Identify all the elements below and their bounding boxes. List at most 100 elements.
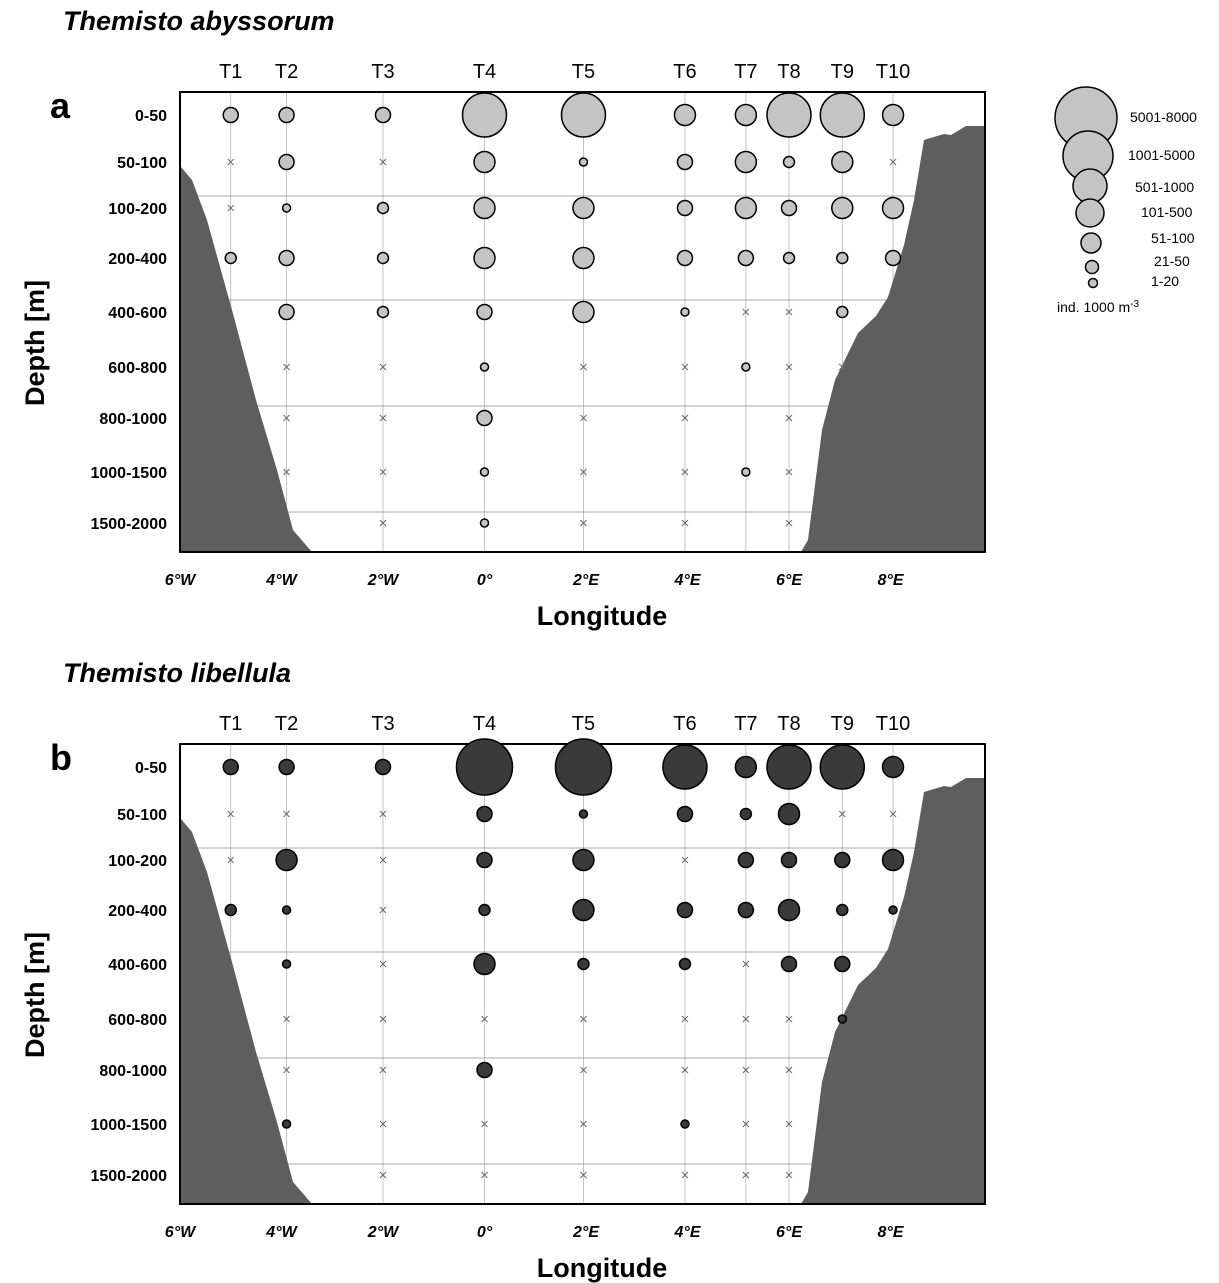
abundance-bubble — [676, 199, 694, 217]
abundance-bubble — [780, 199, 798, 217]
absent-marker-stroke — [785, 1120, 793, 1128]
abundance-bubble — [461, 92, 508, 138]
x-tick-label: 2°W — [367, 1224, 400, 1241]
absent-marker — [379, 856, 387, 864]
absent-marker-stroke — [580, 1120, 587, 1128]
abundance-bubble — [680, 307, 690, 317]
depth-label-50-100: 50-100 — [117, 155, 167, 172]
absent-marker-stroke — [283, 1015, 290, 1023]
x-tick-label: 4°E — [674, 572, 702, 589]
depth-label-800-1000: 800-1000 — [99, 411, 167, 428]
abundance-bubble — [782, 251, 796, 265]
x-tick-label: 6°E — [776, 572, 803, 589]
absent-marker — [283, 1066, 290, 1074]
absent-marker — [283, 468, 290, 476]
x-tick-label: 4°E — [674, 1224, 702, 1241]
abundance-bubble — [478, 903, 491, 917]
x-tick-label: 2°E — [572, 572, 600, 589]
absent-marker — [742, 1066, 750, 1074]
absent-marker — [742, 960, 750, 968]
absent-marker-stroke — [580, 1066, 587, 1074]
x-tick-label: 8°E — [878, 1224, 905, 1241]
abundance-bubble — [376, 201, 390, 215]
abundance-bubble — [476, 409, 493, 427]
bathymetry-west — [180, 167, 312, 552]
station-label-T3: T3 — [371, 61, 394, 83]
depth-label-400-600: 400-600 — [108, 957, 167, 974]
absent-marker — [742, 1015, 750, 1023]
abundance-bubble — [376, 305, 390, 319]
station-label-T10: T10 — [876, 61, 910, 83]
absent-marker-stroke — [681, 856, 689, 864]
absent-marker-stroke — [580, 468, 587, 476]
absent-marker-stroke — [283, 468, 290, 476]
absent-marker-stroke — [227, 810, 235, 818]
abundance-bubble — [278, 758, 295, 776]
legend-label: 501-1000 — [1135, 179, 1194, 195]
absent-marker — [785, 1015, 793, 1023]
absent-marker-stroke — [379, 363, 387, 371]
legend-label: 1-20 — [1151, 273, 1179, 289]
absent-marker-stroke — [580, 363, 587, 371]
abundance-bubble — [476, 303, 493, 321]
species-title: Themisto abyssorum — [63, 6, 335, 36]
abundance-bubble — [479, 518, 490, 528]
absent-marker-stroke — [481, 1120, 488, 1128]
panel-a: Themisto abyssorum a T1 T2 T3 T4 T5 T6 T7 T8 T9 T10… — [20, 6, 986, 631]
bathymetry-east — [801, 778, 985, 1204]
absent-marker — [379, 960, 387, 968]
abundance-bubble — [834, 851, 851, 869]
station-label-T8: T8 — [777, 713, 800, 735]
abundance-bubble — [676, 249, 694, 267]
absent-marker-stroke — [580, 519, 587, 527]
abundance-bubble — [455, 738, 514, 796]
absent-marker-stroke — [785, 1171, 793, 1179]
absent-marker-stroke — [283, 810, 290, 818]
abundance-bubble — [881, 755, 905, 779]
absent-marker — [379, 519, 387, 527]
absent-marker-stroke — [742, 308, 750, 316]
legend-label: 21-50 — [1154, 253, 1190, 269]
absent-marker-stroke — [379, 519, 387, 527]
legend-bubble — [1080, 232, 1102, 254]
abundance-bubble — [577, 957, 590, 971]
absent-marker — [227, 158, 235, 166]
abundance-bubble — [737, 249, 755, 267]
panel-b: Themisto libellula b T1 T2 T3 T4 T5 T6 T7 T8 T9 T10… — [20, 658, 986, 1283]
absent-marker — [681, 856, 689, 864]
abundance-bubble — [881, 103, 905, 127]
absent-marker — [785, 519, 793, 527]
absent-marker — [580, 414, 587, 422]
abundance-bubble — [676, 901, 694, 919]
absent-marker — [227, 810, 235, 818]
absent-marker-stroke — [742, 1171, 750, 1179]
absent-marker — [580, 363, 587, 371]
abundance-bubble — [479, 467, 490, 477]
absent-marker — [580, 1066, 587, 1074]
depth-label-1500-2000: 1500-2000 — [90, 1168, 167, 1185]
absent-marker — [481, 1171, 488, 1179]
absent-marker — [889, 158, 897, 166]
absent-marker — [379, 1015, 387, 1023]
depth-label-800-1000: 800-1000 — [99, 1063, 167, 1080]
abundance-bubble — [676, 153, 694, 171]
absent-marker-stroke — [681, 1066, 689, 1074]
absent-marker — [785, 1066, 793, 1074]
depth-label-1000-1500: 1000-1500 — [90, 465, 167, 482]
abundance-bubble — [374, 758, 392, 776]
absent-marker-stroke — [785, 363, 793, 371]
x-tick-label: 0° — [477, 1224, 493, 1241]
absent-marker — [379, 1066, 387, 1074]
abundance-bubble — [680, 1119, 690, 1129]
absent-marker-stroke — [785, 414, 793, 422]
legend-unit-superscript: -3 — [1130, 299, 1139, 310]
y-axis-title: Depth [m] — [20, 932, 50, 1058]
absent-marker-stroke — [742, 1066, 750, 1074]
absent-marker — [580, 1120, 587, 1128]
absent-marker-stroke — [227, 856, 235, 864]
abundance-bubble — [281, 203, 292, 213]
absent-marker — [379, 363, 387, 371]
x-tick-label: 0° — [477, 572, 493, 589]
legend-bubble — [1084, 259, 1100, 275]
absent-marker-stroke — [379, 906, 387, 914]
